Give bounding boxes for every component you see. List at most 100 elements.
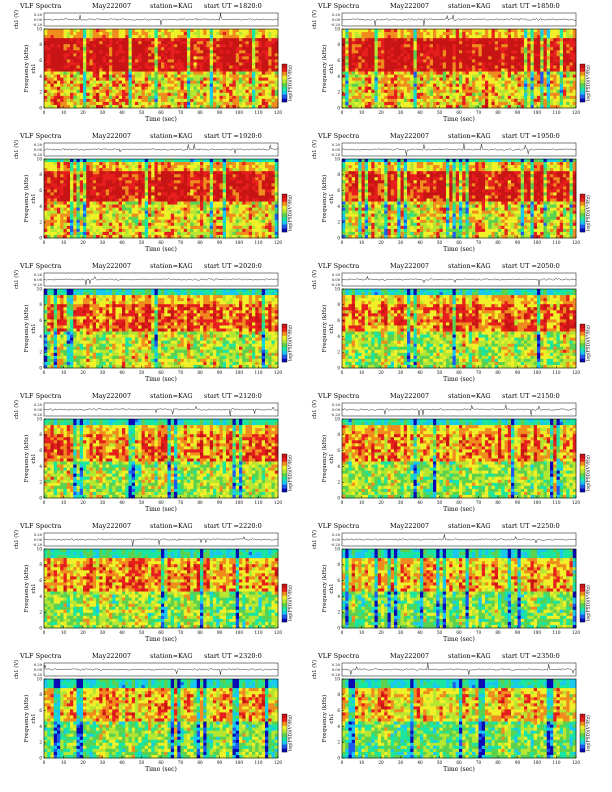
heatmap-cell	[141, 201, 146, 205]
heatmap-cell	[494, 95, 499, 100]
heatmap-cell	[481, 29, 486, 33]
x-tick-label: 40	[417, 110, 423, 115]
heatmap-cell	[501, 50, 505, 54]
heatmap-cell	[358, 29, 362, 33]
heatmap-cell	[92, 59, 97, 63]
heatmap-cell	[226, 44, 230, 48]
heatmap-cell	[407, 104, 411, 109]
heatmap-cell	[242, 77, 246, 81]
heatmap-cell	[109, 186, 113, 190]
heatmap-cell	[394, 77, 398, 81]
heatmap-cell	[115, 65, 120, 69]
heatmap-cell	[342, 32, 346, 36]
heatmap-cell	[115, 174, 120, 178]
heatmap-cell	[99, 174, 103, 178]
heatmap-cell	[527, 38, 531, 42]
heatmap-cell	[112, 189, 116, 193]
heatmap-cell	[57, 83, 61, 88]
heatmap-cell	[436, 32, 440, 36]
heatmap-cell	[491, 74, 496, 78]
heatmap-cell	[517, 41, 522, 45]
heatmap-cell	[488, 47, 492, 51]
heatmap-cell	[342, 77, 346, 81]
heatmap-cell	[501, 41, 505, 45]
heatmap-cell	[416, 74, 421, 78]
heatmap-cell	[433, 41, 437, 45]
heatmap-cell	[135, 98, 139, 103]
heatmap-cell	[157, 77, 162, 81]
heatmap-cell	[73, 168, 77, 172]
heatmap-cell	[170, 201, 175, 205]
heatmap-cell	[452, 86, 457, 91]
heatmap-cell	[358, 77, 362, 81]
heatmap-cell	[407, 41, 411, 45]
heatmap-cell	[455, 68, 460, 72]
heatmap-cell	[559, 50, 564, 54]
heatmap-cell	[118, 168, 123, 172]
colorbar-segment	[580, 67, 585, 72]
heatmap-cell	[530, 38, 535, 42]
heatmap-cell	[135, 41, 139, 45]
heatmap-cell	[494, 65, 499, 69]
heatmap-cell	[115, 95, 120, 100]
heatmap-cell	[546, 50, 551, 54]
heatmap-cell	[70, 186, 74, 190]
heatmap-cell	[527, 74, 531, 78]
heatmap-cell	[384, 38, 388, 42]
heatmap-cell	[364, 29, 369, 33]
heatmap-cell	[468, 98, 473, 103]
heatmap-cell	[50, 38, 55, 42]
colorbar-segment	[282, 83, 287, 87]
heatmap-cell	[361, 38, 366, 42]
heatmap-cell	[92, 56, 97, 60]
heatmap-cell	[144, 165, 149, 169]
heatmap-cell	[131, 44, 136, 48]
heatmap-cell	[73, 86, 77, 91]
heatmap-cell	[63, 80, 68, 84]
heatmap-cell	[226, 59, 230, 63]
heatmap-cell	[131, 71, 136, 75]
heatmap-cell	[501, 92, 505, 97]
heatmap-cell	[161, 159, 165, 163]
heatmap-cell	[122, 50, 126, 54]
heatmap-cell	[63, 201, 68, 205]
heatmap-cell	[177, 95, 181, 100]
heatmap-cell	[157, 56, 162, 60]
heatmap-cell	[423, 62, 427, 66]
heatmap-cell	[429, 50, 434, 54]
heatmap-cell	[245, 86, 250, 91]
heatmap-cell	[206, 32, 211, 36]
heatmap-cell	[351, 77, 356, 81]
heatmap-cell	[135, 171, 139, 175]
heatmap-cell	[144, 192, 149, 196]
heatmap-cell	[498, 98, 502, 103]
heatmap-cell	[63, 35, 68, 39]
heatmap-cell	[446, 98, 450, 103]
heatmap-cell	[384, 65, 388, 69]
heatmap-cell	[566, 53, 570, 57]
heatmap-cell	[66, 89, 71, 94]
heatmap-cell	[83, 207, 87, 211]
heatmap-cell	[83, 192, 87, 196]
heatmap-cell	[131, 98, 136, 103]
heatmap-cell	[229, 71, 233, 75]
heatmap-cell	[105, 180, 110, 184]
heatmap-cell	[410, 32, 414, 36]
heatmap-cell	[252, 53, 256, 57]
heatmap-cell	[563, 29, 567, 33]
heatmap-cell	[485, 56, 489, 60]
heatmap-cell	[258, 41, 263, 45]
heatmap-cell	[70, 80, 74, 84]
heatmap-cell	[530, 59, 535, 63]
heatmap-cell	[144, 53, 149, 57]
heatmap-cell	[44, 92, 48, 97]
heatmap-cell	[206, 38, 211, 42]
heatmap-cell	[174, 195, 178, 199]
heatmap-cell	[118, 29, 123, 33]
heatmap-cell	[566, 65, 570, 69]
heatmap-cell	[416, 56, 421, 60]
heatmap-cell	[170, 159, 175, 163]
heatmap-cell	[63, 225, 68, 230]
heatmap-cell	[151, 228, 155, 233]
